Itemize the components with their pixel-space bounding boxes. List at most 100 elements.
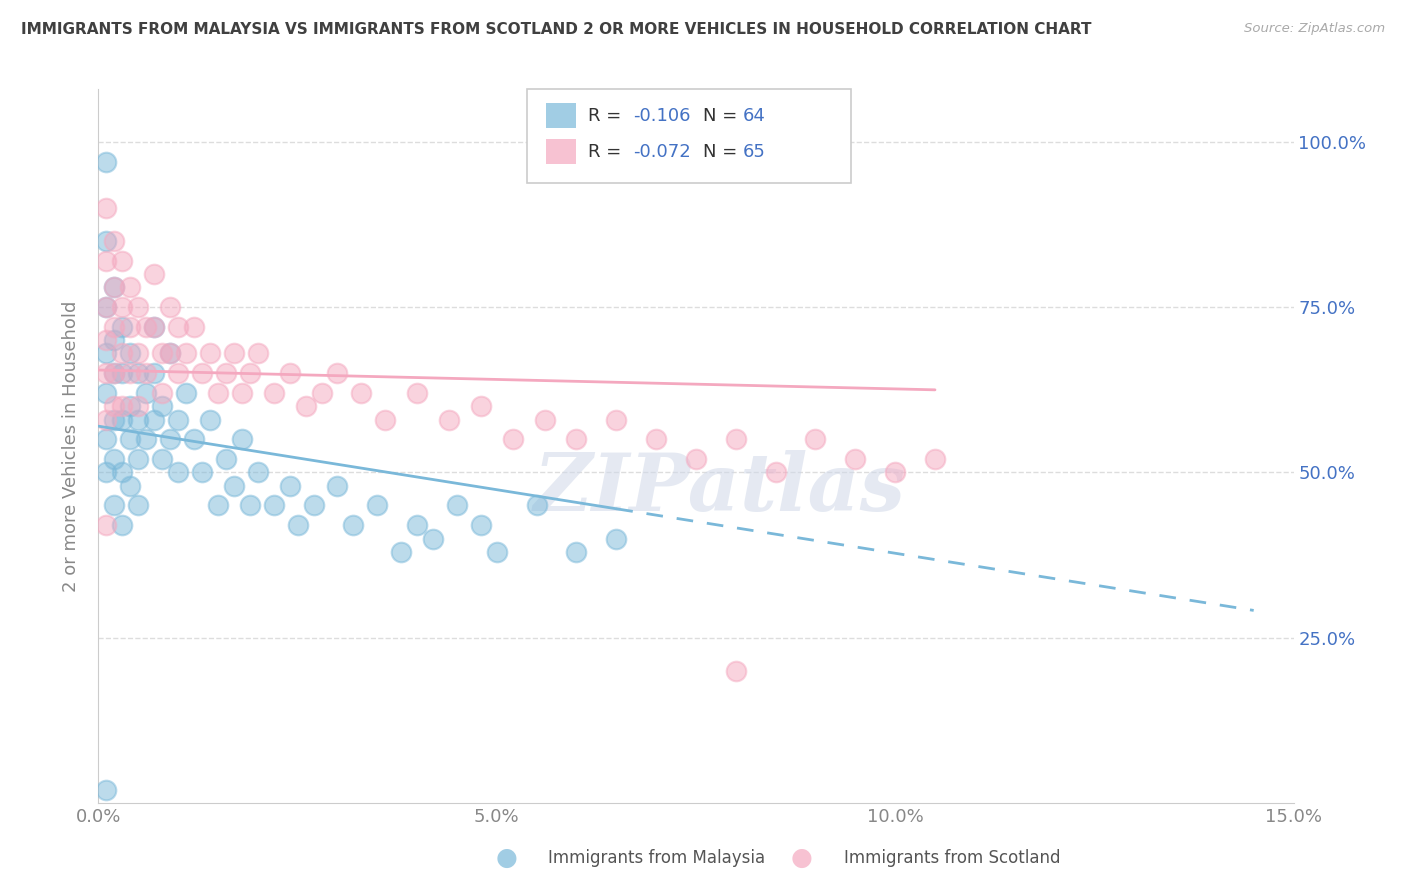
Point	[470, 400, 492, 414]
Text: N =: N =	[703, 143, 742, 161]
Point	[103, 412, 125, 426]
Point	[437, 412, 460, 426]
Point	[167, 320, 190, 334]
Point	[263, 386, 285, 401]
Point	[111, 254, 134, 268]
Point	[135, 433, 157, 447]
Point	[724, 433, 747, 447]
Point	[96, 412, 118, 426]
Point	[311, 386, 333, 401]
Point	[111, 346, 134, 360]
Point	[111, 300, 134, 314]
Text: 64: 64	[742, 107, 765, 125]
Point	[246, 466, 269, 480]
Y-axis label: 2 or more Vehicles in Household: 2 or more Vehicles in Household	[62, 301, 80, 591]
Point	[143, 320, 166, 334]
Point	[167, 412, 190, 426]
Point	[111, 400, 134, 414]
Point	[278, 367, 301, 381]
Text: ZIPatlas: ZIPatlas	[534, 450, 905, 527]
Point	[685, 452, 707, 467]
Point	[120, 478, 142, 492]
Point	[645, 433, 668, 447]
Point	[533, 412, 555, 426]
Point	[96, 333, 118, 347]
Point	[446, 499, 468, 513]
Point	[135, 320, 157, 334]
Point	[103, 499, 125, 513]
Point	[804, 433, 827, 447]
Point	[765, 466, 787, 480]
Point	[167, 466, 190, 480]
Point	[127, 452, 149, 467]
Point	[302, 499, 325, 513]
Point	[350, 386, 373, 401]
Point	[159, 346, 181, 360]
Point	[278, 478, 301, 492]
Point	[150, 400, 173, 414]
Point	[103, 234, 125, 248]
Point	[198, 412, 221, 426]
Point	[239, 499, 262, 513]
Point	[127, 367, 149, 381]
Point	[111, 412, 134, 426]
Point	[96, 782, 118, 797]
Point	[111, 518, 134, 533]
Point	[96, 466, 118, 480]
Point	[159, 346, 181, 360]
Point	[174, 346, 197, 360]
Point	[103, 320, 125, 334]
Point	[167, 367, 190, 381]
Point	[198, 346, 221, 360]
Point	[96, 433, 118, 447]
Point	[215, 452, 238, 467]
Text: Immigrants from Scotland: Immigrants from Scotland	[844, 849, 1060, 867]
Point	[526, 499, 548, 513]
Point	[127, 346, 149, 360]
Point	[207, 499, 229, 513]
Point	[103, 400, 125, 414]
Point	[183, 320, 205, 334]
Point	[246, 346, 269, 360]
Point	[844, 452, 866, 467]
Point	[294, 400, 316, 414]
Point	[96, 154, 118, 169]
Text: R =: R =	[588, 143, 627, 161]
Point	[96, 367, 118, 381]
Point	[924, 452, 946, 467]
Point	[120, 433, 142, 447]
Point	[605, 412, 627, 426]
Point	[470, 518, 492, 533]
Point	[231, 433, 253, 447]
Point	[222, 478, 245, 492]
Point	[422, 532, 444, 546]
Point	[605, 532, 627, 546]
Point	[215, 367, 238, 381]
Point	[96, 234, 118, 248]
Point	[127, 499, 149, 513]
Point	[191, 367, 214, 381]
Point	[96, 254, 118, 268]
Point	[342, 518, 364, 533]
Point	[135, 386, 157, 401]
Point	[150, 452, 173, 467]
Point	[150, 386, 173, 401]
Point	[884, 466, 907, 480]
Point	[502, 433, 524, 447]
Point	[263, 499, 285, 513]
Point	[724, 664, 747, 678]
Point	[207, 386, 229, 401]
Point	[565, 433, 588, 447]
Point	[174, 386, 197, 401]
Point	[96, 300, 118, 314]
Point	[389, 545, 412, 559]
Point	[287, 518, 309, 533]
Point	[127, 400, 149, 414]
Point	[406, 518, 429, 533]
Point	[120, 400, 142, 414]
Point	[159, 433, 181, 447]
Text: Immigrants from Malaysia: Immigrants from Malaysia	[548, 849, 765, 867]
Point	[183, 433, 205, 447]
Point	[143, 267, 166, 281]
Point	[96, 201, 118, 215]
